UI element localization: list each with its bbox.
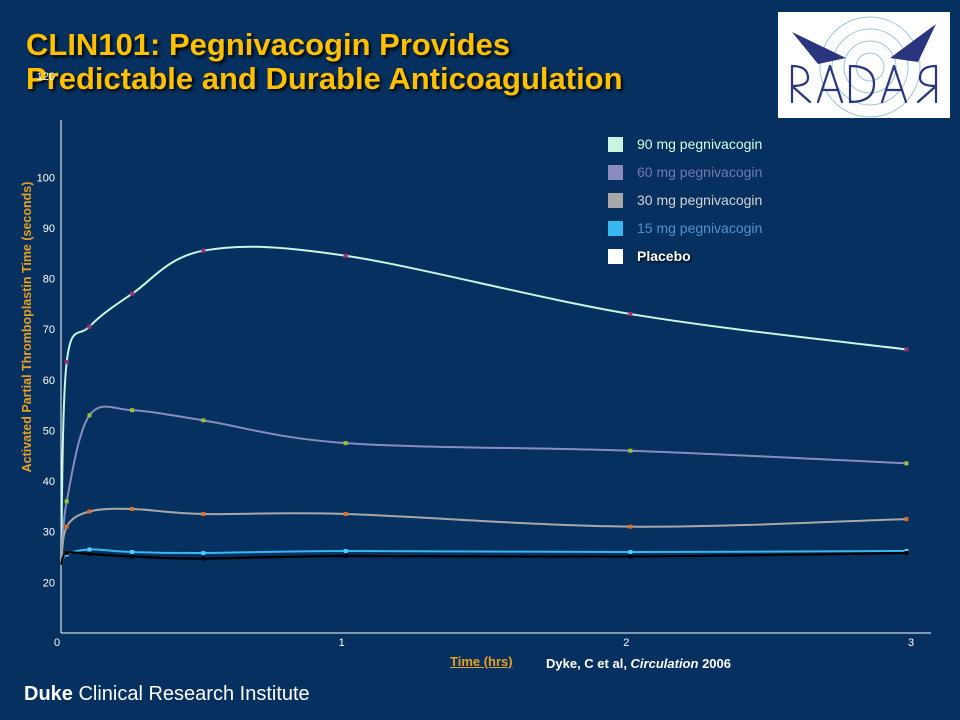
data-point <box>64 524 69 529</box>
chart-legend: 90 mg pegnivacogin 60 mg pegnivacogin 30 m… <box>608 130 762 270</box>
y-tick-label: 120 <box>37 71 55 83</box>
data-point <box>904 548 909 553</box>
data-point <box>904 461 909 466</box>
x-tick-label: 0 <box>54 637 60 649</box>
data-point <box>628 524 633 529</box>
y-tick-label: 40 <box>43 476 55 488</box>
data-point <box>904 347 909 352</box>
x-axis-label: Time (hrs) <box>450 654 513 669</box>
slide-title: CLIN101: Pegnivacogin Provides Predictab… <box>26 28 623 96</box>
data-point <box>343 253 348 258</box>
x-tick-label: 2 <box>623 637 629 649</box>
y-tick-label: 30 <box>43 527 55 539</box>
citation-year: 2006 <box>698 656 731 671</box>
legend-label: 60 mg pegnivacogin <box>637 164 763 180</box>
data-point <box>130 549 135 554</box>
y-tick-label: 50 <box>43 425 55 437</box>
data-point <box>904 517 909 522</box>
legend-item: 15 mg pegnivacogin <box>608 214 762 242</box>
data-point <box>130 554 135 559</box>
data-point <box>130 408 135 413</box>
footer-org-bold: Duke <box>24 683 73 705</box>
y-tick-label: 100 <box>37 172 55 184</box>
legend-swatch <box>608 248 623 264</box>
series-lines <box>59 245 907 566</box>
data-point <box>201 248 206 253</box>
legend-label: 15 mg pegnivacogin <box>637 220 763 236</box>
legend-item: 90 mg pegnivacogin <box>608 130 762 158</box>
y-tick-label: 60 <box>43 375 55 387</box>
data-point <box>87 324 92 329</box>
citation: Dyke, C et al, Circulation 2006 <box>546 656 731 671</box>
data-point <box>904 550 909 555</box>
data-point <box>87 547 92 552</box>
y-tick-label: 90 <box>43 223 55 235</box>
legend-swatch <box>608 220 623 236</box>
series-line-2 <box>60 507 907 565</box>
data-point <box>628 448 633 453</box>
data-point <box>343 441 348 446</box>
legend-item: Placebo <box>608 242 762 270</box>
y-tick-labels: 20 30 40 50 60 70 80 90 100 120 <box>37 71 55 589</box>
data-point <box>343 548 348 553</box>
data-point <box>130 506 135 511</box>
data-point <box>201 556 206 561</box>
data-point <box>64 499 69 504</box>
data-point <box>201 512 206 517</box>
x-tick-labels: 0 1 2 3 <box>54 637 914 649</box>
y-tick-label: 20 <box>43 577 55 589</box>
legend-swatch <box>608 192 623 208</box>
x-tick-label: 1 <box>339 637 345 649</box>
citation-journal: Circulation <box>630 656 699 671</box>
series-markers <box>64 248 909 561</box>
data-point <box>87 509 92 514</box>
legend-swatch <box>608 136 623 152</box>
data-point <box>130 291 135 296</box>
series-line-0 <box>60 245 907 565</box>
data-point <box>628 554 633 559</box>
slide-title-line1: CLIN101: Pegnivacogin Provides <box>26 27 511 62</box>
radar-logo <box>778 12 950 118</box>
y-tick-label: 70 <box>43 324 55 336</box>
series-line-3 <box>60 548 907 566</box>
slide-title-line2: Predictable and Durable Anticoagulation <box>26 61 623 96</box>
data-point <box>343 554 348 559</box>
footer-org-rest: Clinical Research Institute <box>72 683 310 705</box>
legend-label: Placebo <box>637 248 691 264</box>
footer-institution: Duke Clinical Research Institute <box>24 683 310 706</box>
legend-item: 30 mg pegnivacogin <box>608 186 762 214</box>
data-point <box>201 550 206 555</box>
data-point <box>87 413 92 418</box>
legend-swatch <box>608 164 623 180</box>
y-axis-label: Activated Partial Thromboplastin Time (s… <box>20 181 34 473</box>
series-line-1 <box>60 405 907 565</box>
x-tick-label: 3 <box>908 637 914 649</box>
y-tick-label: 80 <box>43 274 55 286</box>
series-line-4 <box>59 551 907 566</box>
legend-item: 60 mg pegnivacogin <box>608 158 762 186</box>
data-point <box>343 512 348 517</box>
data-point <box>87 552 92 557</box>
legend-label: 30 mg pegnivacogin <box>637 192 763 208</box>
data-point <box>64 360 69 365</box>
citation-authors: Dyke, C et al, <box>546 656 631 671</box>
data-point <box>628 549 633 554</box>
data-point <box>201 418 206 423</box>
data-point <box>628 311 633 316</box>
legend-label: 90 mg pegnivacogin <box>637 136 763 152</box>
radar-logo-graphic <box>790 16 938 118</box>
data-point <box>64 550 69 555</box>
